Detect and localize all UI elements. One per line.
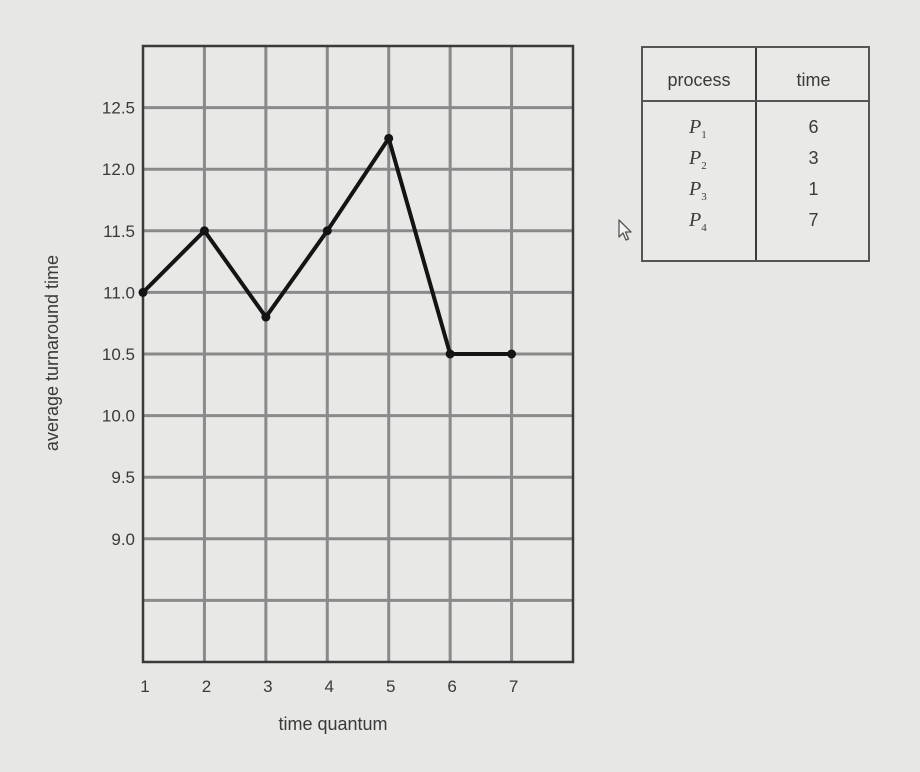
x-tick-label: 3 bbox=[263, 677, 272, 696]
x-axis-label: time quantum bbox=[278, 714, 387, 734]
y-axis-label: average turnaround time bbox=[42, 255, 62, 451]
process-column-header: process bbox=[667, 70, 731, 90]
data-points bbox=[138, 133, 517, 359]
table-row: P4 7 bbox=[643, 209, 868, 240]
y-tick-label: 12.5 bbox=[102, 99, 135, 118]
process-time: 6 bbox=[808, 117, 819, 137]
y-tick-label: 9.5 bbox=[111, 468, 135, 487]
mouse-pointer-icon bbox=[618, 219, 632, 241]
process-name: P2 bbox=[689, 147, 707, 172]
data-point bbox=[384, 133, 394, 143]
process-name: P3 bbox=[689, 178, 707, 203]
process-name: P4 bbox=[689, 209, 707, 234]
x-tick-labels: 1 2 3 4 5 6 7 bbox=[140, 677, 518, 696]
x-tick-label: 6 bbox=[447, 677, 456, 696]
column-divider bbox=[755, 48, 757, 260]
data-point bbox=[261, 312, 271, 322]
data-point bbox=[199, 226, 209, 236]
time-column-header: time bbox=[796, 70, 831, 90]
process-time: 3 bbox=[808, 148, 819, 168]
table-row: P1 6 bbox=[643, 116, 868, 147]
table-row: P2 3 bbox=[643, 147, 868, 178]
process-time: 1 bbox=[808, 179, 819, 199]
process-time: 7 bbox=[808, 210, 819, 230]
y-tick-label: 10.0 bbox=[102, 407, 135, 426]
x-tick-label: 5 bbox=[386, 677, 395, 696]
x-tick-label: 7 bbox=[509, 677, 518, 696]
y-tick-labels: 9.0 9.5 10.0 10.5 11.0 11.5 12.0 12.5 bbox=[102, 99, 135, 549]
y-tick-label: 11.0 bbox=[103, 283, 135, 302]
y-tick-label: 11.5 bbox=[103, 222, 135, 241]
x-tick-label: 4 bbox=[325, 677, 334, 696]
process-name: P1 bbox=[689, 116, 707, 141]
data-point bbox=[507, 349, 517, 359]
table-row: P3 1 bbox=[643, 178, 868, 209]
data-point bbox=[322, 226, 332, 236]
data-point bbox=[445, 349, 455, 359]
header-divider bbox=[643, 100, 868, 102]
process-table: process time P1 6 P2 3 P3 1 P4 7 bbox=[641, 46, 870, 262]
y-tick-label: 10.5 bbox=[102, 345, 135, 364]
x-tick-label: 1 bbox=[140, 677, 149, 696]
y-tick-label: 9.0 bbox=[111, 530, 135, 549]
process-rows: P1 6 P2 3 P3 1 P4 7 bbox=[643, 116, 868, 240]
plot-frame bbox=[141, 44, 575, 664]
y-tick-label: 12.0 bbox=[102, 160, 135, 179]
data-point bbox=[138, 287, 148, 297]
x-tick-label: 2 bbox=[202, 677, 211, 696]
